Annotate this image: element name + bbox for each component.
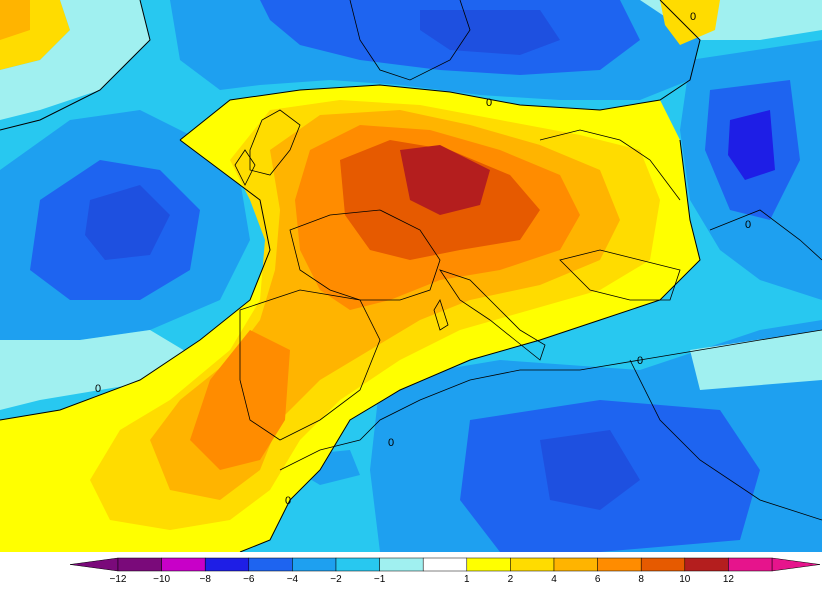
coast-ireland bbox=[234, 149, 256, 186]
legend-tick-label: 6 bbox=[595, 574, 601, 585]
warm-core-central-europe bbox=[400, 145, 490, 215]
legend-canvas: −12 −10 −8 −6 −4 −2 −1 1 2 4 6 8 10 12 bbox=[69, 557, 821, 585]
legend-tick-label: 1 bbox=[464, 574, 470, 585]
cold-center-north-africa bbox=[540, 430, 640, 510]
cold-center-atlantic bbox=[85, 185, 170, 260]
legend-tick-label: −2 bbox=[330, 574, 342, 585]
contour-label: 0 bbox=[388, 437, 394, 449]
zero-contour-north bbox=[179, 0, 701, 141]
cold-center-east bbox=[728, 110, 775, 180]
legend-swatch bbox=[248, 557, 293, 572]
contour-label: 0 bbox=[95, 383, 101, 395]
warm-spot-northeast bbox=[660, 0, 720, 45]
contour-label: 0 bbox=[486, 97, 492, 109]
cool-band-northwest bbox=[0, 0, 150, 120]
legend-swatch bbox=[161, 557, 206, 572]
legend-swatch bbox=[292, 557, 337, 572]
legend-swatch bbox=[466, 557, 511, 572]
legend-swatch bbox=[117, 557, 162, 572]
coast-france bbox=[289, 209, 441, 301]
legend-tick-label: 12 bbox=[723, 574, 735, 585]
legend-tick-label: −8 bbox=[199, 574, 211, 585]
legend-swatch bbox=[553, 557, 598, 572]
border-central-europe bbox=[539, 129, 681, 201]
legend-tick-label: 10 bbox=[679, 574, 691, 585]
legend-swatch bbox=[379, 557, 424, 572]
zero-contour-northwest bbox=[0, 0, 151, 131]
color-scale-legend: −12 −10 −8 −6 −4 −2 −1 1 2 4 6 8 10 12 bbox=[0, 552, 822, 589]
legend-swatch bbox=[728, 557, 773, 572]
legend-swatch bbox=[204, 557, 250, 572]
legend-tick-label: −6 bbox=[243, 574, 255, 585]
coast-corsica-sardinia bbox=[433, 299, 449, 331]
coastlines bbox=[234, 0, 822, 521]
warm-core-northwest bbox=[0, 0, 30, 40]
coast-iberia bbox=[239, 289, 381, 441]
legend-tick-label: 2 bbox=[508, 574, 514, 585]
contour-label: 0 bbox=[637, 355, 643, 367]
contour-label: 0 bbox=[285, 495, 291, 507]
map-canvas: 0 0 0 0 0 0 0 bbox=[0, 0, 822, 552]
temperature-anomaly-map: 0 0 0 0 0 0 0 bbox=[0, 0, 822, 552]
legend-swatch bbox=[684, 557, 729, 572]
legend-tick-label: 4 bbox=[551, 574, 557, 585]
border-egypt bbox=[629, 359, 822, 521]
legend-tick-label: −10 bbox=[153, 574, 170, 585]
legend-tick-label: −12 bbox=[110, 574, 127, 585]
zero-contour-south bbox=[239, 139, 701, 552]
contour-label: 0 bbox=[745, 219, 751, 231]
coast-british-isles bbox=[249, 109, 301, 176]
contour-label: 0 bbox=[690, 11, 696, 23]
coast-balkans-greece bbox=[559, 249, 681, 301]
legend-swatch bbox=[510, 557, 555, 572]
coast-italy bbox=[439, 269, 546, 361]
legend-tick-label: −1 bbox=[374, 574, 386, 585]
warm-band-iberia bbox=[190, 330, 290, 470]
coast-turkey bbox=[709, 209, 822, 261]
legend-tick-label: −4 bbox=[287, 574, 299, 585]
cool-band-atlantic-south bbox=[0, 330, 200, 410]
cold-center-scandinavia bbox=[420, 10, 560, 55]
legend-swatch bbox=[335, 557, 380, 572]
legend-low-arrow bbox=[69, 557, 119, 572]
legend-tick-label: 8 bbox=[638, 574, 644, 585]
legend-high-arrow bbox=[771, 557, 821, 572]
coast-scandinavia bbox=[349, 0, 471, 81]
legend-swatch bbox=[640, 557, 686, 572]
coast-north-africa bbox=[279, 329, 822, 471]
cool-band-east-med bbox=[690, 330, 822, 390]
zero-contour-west bbox=[0, 139, 271, 421]
legend-swatch bbox=[422, 557, 468, 572]
legend-swatch bbox=[597, 557, 642, 572]
contour-labels: 0 0 0 0 0 0 0 bbox=[95, 11, 751, 507]
